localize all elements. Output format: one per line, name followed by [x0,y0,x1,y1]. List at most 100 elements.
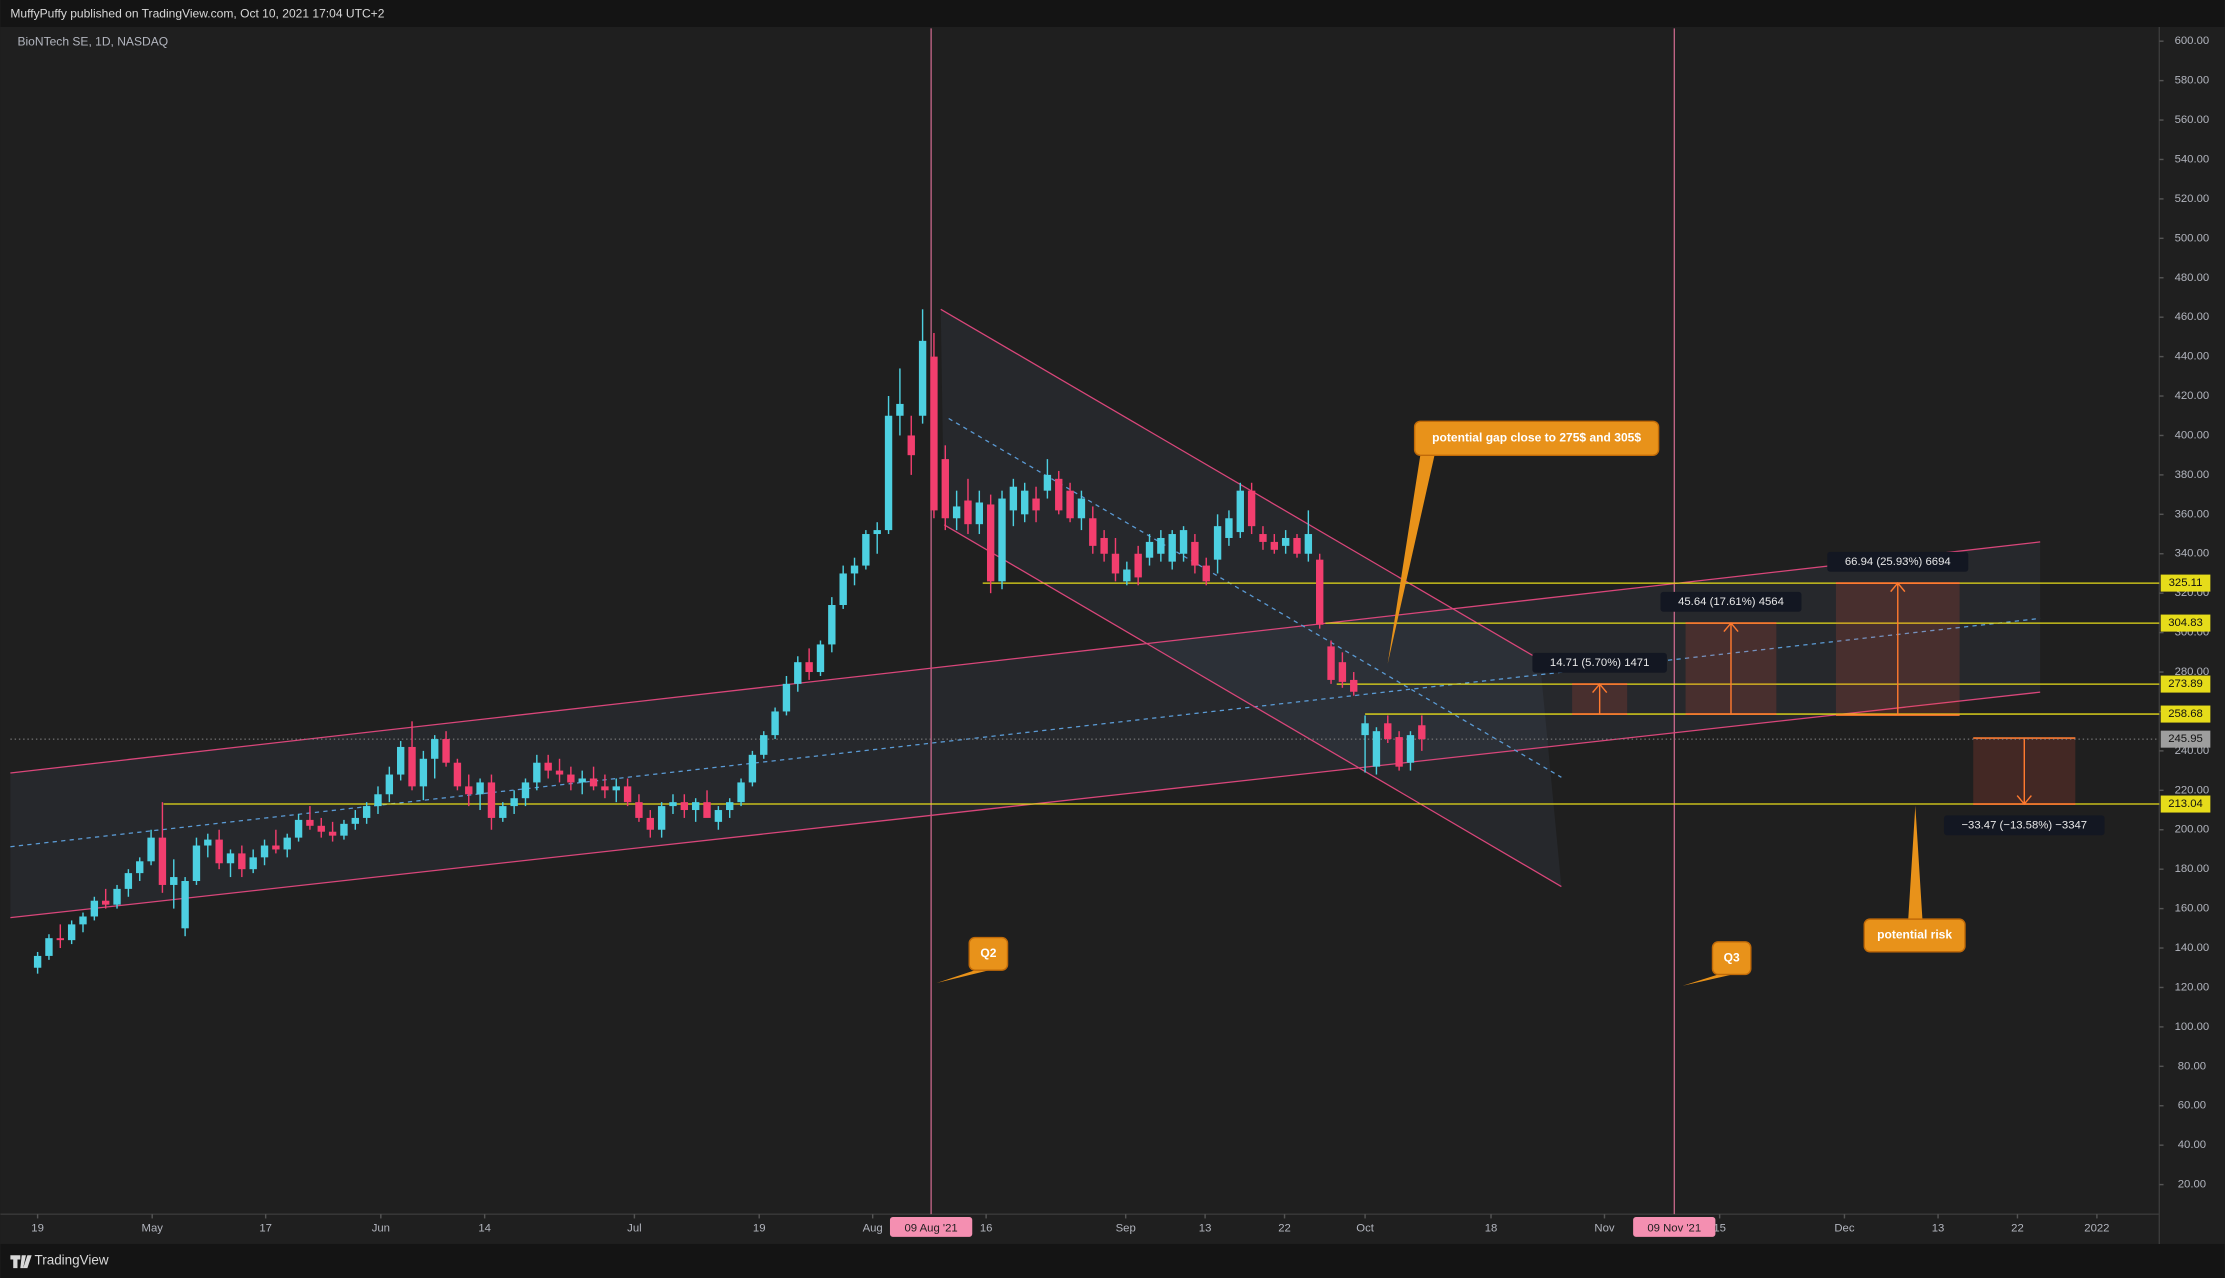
candle-body [941,459,949,519]
candle-body [1021,490,1029,515]
y-tick-label: 60.00 [2178,1100,2206,1112]
candle-body [124,873,133,889]
footer-bar [0,1243,2225,1278]
candle-body [760,735,768,755]
price-level-label: 325.11 [2169,577,2203,589]
y-tick-label: 400.00 [2175,429,2210,441]
candle-body [612,786,620,791]
candle-body [476,782,484,795]
candle-body [226,853,235,864]
y-tick-label: 380.00 [2175,469,2210,481]
candle-body [873,530,881,535]
callout-box [1413,420,1660,457]
candle-body [431,739,439,759]
x-tick-label: Oct [1356,1222,1374,1234]
measure-arrowhead [1723,621,1739,633]
measure-label-bg [1532,652,1667,673]
candle-body [56,938,64,941]
callout-text: Q2 [980,946,996,960]
brand-name: TradingView [34,1253,108,1268]
candle-body [1338,662,1347,682]
candle-body [408,746,416,787]
candle-body [204,839,212,846]
y-tick-label: 460.00 [2175,311,2210,323]
candle-body [748,754,757,783]
last-price-badge [2160,730,2211,748]
measure-arrowhead [1890,581,1906,593]
candle-body [1043,474,1052,491]
x-tick-label: 13 [1199,1222,1212,1234]
y-tick-label: 20.00 [2178,1179,2206,1191]
candle-body [385,774,394,795]
price-level-badge [2160,675,2211,693]
candle-body [816,644,825,673]
y-tick-label: 240.00 [2175,745,2210,757]
price-level-badge [2160,614,2211,632]
measure-label: −33.47 (−13.58%) −3347 [1961,819,2087,831]
x-tick-label: Aug [863,1222,883,1234]
measure-label-bg [1827,551,1969,572]
descending-channel-fill [940,309,1562,887]
y-tick-label: 440.00 [2175,351,2210,363]
candle-body [1191,541,1199,566]
candle-body [828,605,836,645]
y-tick-label: 520.00 [2175,193,2210,205]
y-tick-label: 540.00 [2175,153,2210,165]
measure-label: 45.64 (17.61%) 4564 [1678,596,1784,608]
symbol-title: BioNTech SE, 1D, NASDAQ [17,35,168,49]
candle-body [260,845,269,858]
candle-body [1077,498,1086,519]
measure-arrowhead [2016,795,2032,806]
candle-body [623,786,632,803]
callout-pointer [1908,805,1923,920]
candle-body [1350,679,1358,692]
price-level-label: 258.68 [2168,708,2203,720]
callout-text: Q3 [1724,950,1740,964]
x-tick-label: 22 [2011,1222,2024,1234]
candle-body [1225,518,1233,538]
y-tick-label: 600.00 [2175,35,2210,47]
y-tick-label: 120.00 [2175,981,2210,993]
candle-body [794,662,802,684]
candle-body [601,786,609,791]
y-tick-label: 320.00 [2175,587,2210,599]
candle-body [1213,526,1222,560]
candle-body [499,806,507,818]
candle-body [646,817,654,830]
x-tick-label: Nov [1594,1222,1614,1234]
measure-arrowhead [1592,682,1608,694]
candle-body [1100,537,1108,554]
candle-body [578,778,586,783]
x-tick-label: 17 [259,1222,272,1234]
candle-body [862,534,870,566]
y-tick-label: 480.00 [2175,272,2210,284]
price-level-label: 213.04 [2168,798,2203,810]
header-bar [0,0,2225,27]
candle-body [90,900,99,917]
candle-body [1372,731,1381,767]
candle-body [635,802,643,818]
y-tick-label: 580.00 [2175,75,2210,87]
callout-box [1863,918,1966,953]
candle-body [33,955,42,968]
candle-body [419,758,428,787]
date-marker-label: 09 Nov '21 [1647,1222,1701,1234]
candle-body [737,782,745,803]
x-tick-label: May [142,1222,164,1234]
candle-body [102,900,110,905]
candle-body [533,762,541,783]
x-tick-label: 15 [1713,1222,1726,1234]
x-tick-label: 22 [1278,1222,1291,1234]
x-tick-label: 19 [31,1222,44,1234]
callout-text: potential gap close to 275$ and 305$ [1432,430,1641,444]
measure-label: 14.71 (5.70%) 1471 [1550,657,1650,669]
candle-body [1123,569,1131,582]
candle-body [181,881,189,929]
candle-body [465,786,473,795]
trendline [943,524,1562,888]
candle-body [374,794,382,807]
candle-body [147,837,155,862]
date-marker-badge [1633,1217,1716,1237]
